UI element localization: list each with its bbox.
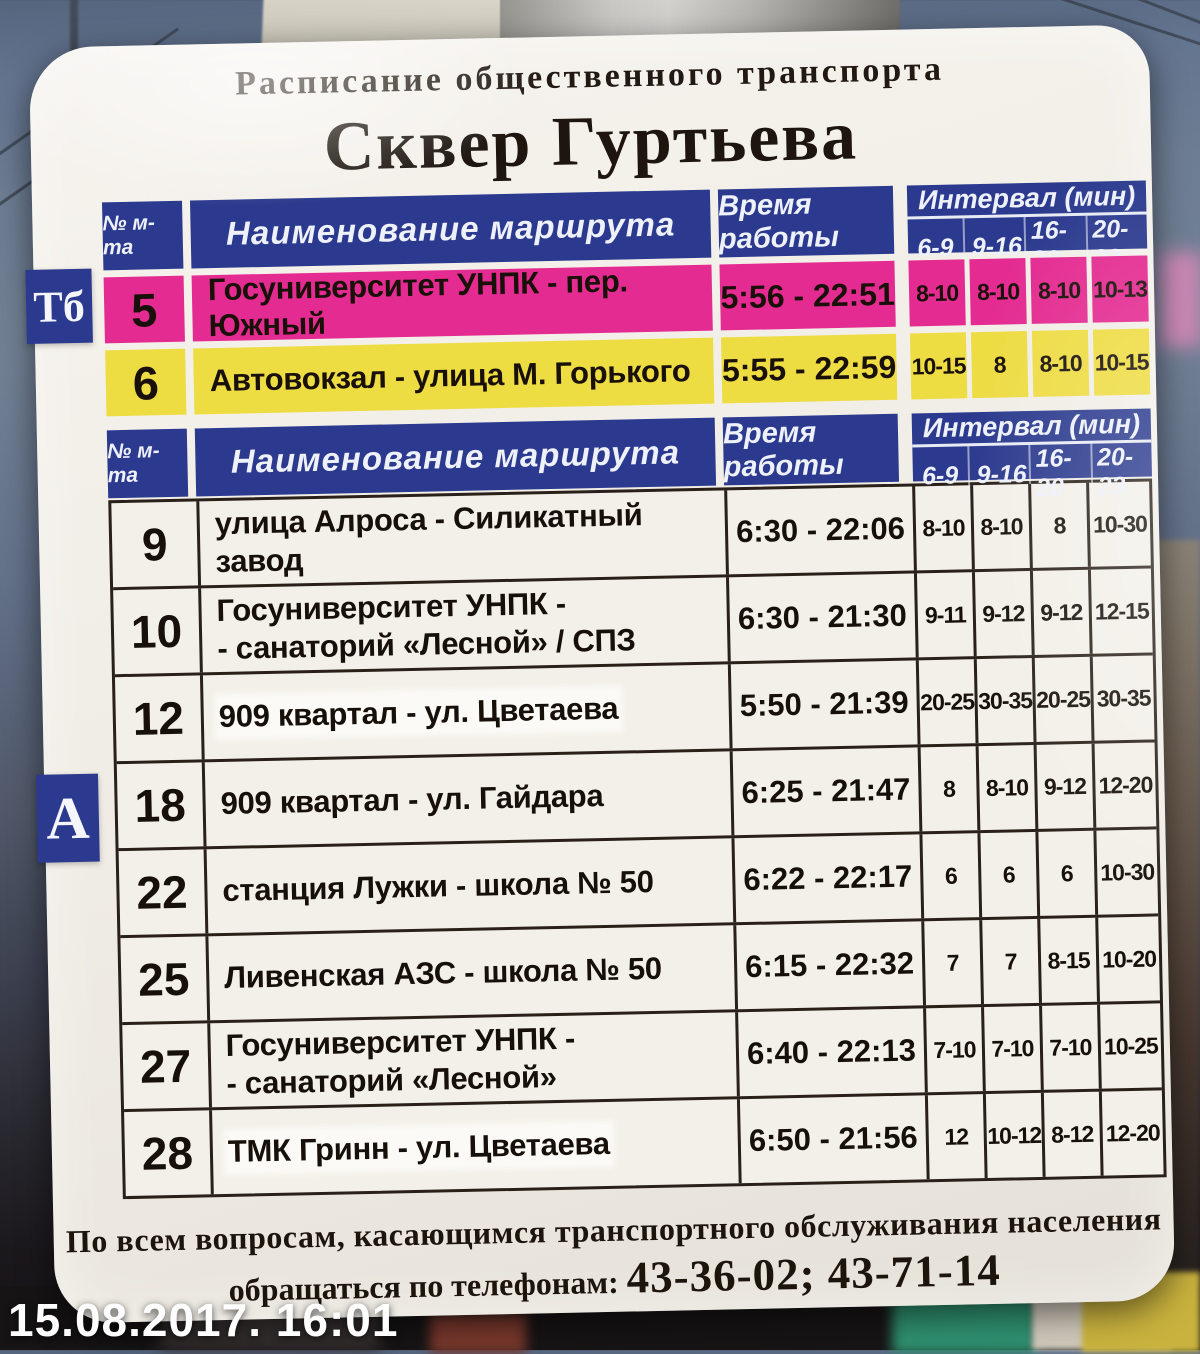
interval-cell: 6	[980, 831, 1041, 918]
route-number: 5	[103, 275, 185, 344]
route-name: Ливенская АЗС - школа № 50	[208, 925, 739, 1021]
col-header-hours: Время работы	[717, 185, 895, 258]
route-name: улица Алроса - Силикатный завод	[199, 490, 729, 586]
route-number: 10	[113, 588, 203, 675]
interval-cell: 7	[982, 918, 1042, 1005]
interval-cell: 7-10	[984, 1005, 1044, 1092]
interval-cell: 20-25	[1034, 656, 1095, 742]
trolleybus-table: № м-та Наименование маршрута Время работ…	[102, 180, 1151, 417]
route-number: 25	[120, 936, 211, 1023]
route-number: 12	[114, 675, 205, 762]
route-number: 22	[118, 849, 209, 936]
table-header: № м-та Наименование маршрута Время работ…	[102, 180, 1148, 278]
interval-cell: 30-35	[1096, 684, 1151, 712]
col-header-hours: Время работы	[722, 413, 900, 486]
interval-cell: 8-10	[969, 258, 1027, 326]
interval-cell: 8	[970, 331, 1029, 399]
interval-cell: 8-12	[1043, 1091, 1104, 1177]
route-number: 27	[122, 1023, 212, 1110]
route-name: Госуниверситет УНПК - пер. Южный	[191, 263, 713, 343]
interval-cell: 8	[920, 746, 981, 832]
interval-cell: 8-10	[1031, 329, 1090, 397]
bus-table-body: 9 улица Алроса - Силикатный завод 6:30 -…	[108, 478, 1167, 1200]
route-name: Госуниверситет УНПК -- санаторий «Лесной…	[201, 577, 731, 673]
interval-cell: 9-12	[1036, 743, 1097, 829]
route-name: Автовокзал - улица М. Горького	[193, 337, 715, 415]
interval-cell: 7	[924, 920, 984, 1006]
interval-cell: 8	[1031, 482, 1091, 568]
route-number: 28	[124, 1110, 214, 1197]
background-blur	[1160, 252, 1200, 347]
interval-cell: 10-13	[1091, 255, 1149, 323]
col-header-interval: Интервал (мин) 6-9 9-16 16-20 20-23	[911, 408, 1152, 506]
route-hours: 6:30 - 22:06	[727, 486, 917, 575]
interval-cell: 10-30	[1100, 857, 1155, 886]
route-name: 909 квартал - ул. Гайдара	[204, 751, 735, 847]
route-row-5: 5 Госуниверситет УНПК - пер. Южный 5:56 …	[103, 255, 1149, 344]
col-header-number: № м-та	[102, 200, 184, 271]
interval-cell: 10-15	[909, 332, 968, 400]
interval-cell: 6	[922, 833, 983, 919]
trolleybus-badge: Тб	[25, 268, 93, 344]
bus-badge: А	[35, 773, 100, 863]
interval-cell: 8-10	[973, 483, 1033, 570]
route-name: станция Лужки - школа № 50	[206, 838, 737, 934]
interval-cell: 7-10	[1042, 1004, 1102, 1090]
interval-cell: 12-15	[1094, 597, 1149, 625]
interval-cell: 10-15	[1092, 328, 1151, 396]
interval-cell: 12-20	[1098, 771, 1153, 799]
interval-cell: 7-10	[926, 1007, 986, 1093]
interval-cell: 9-12	[1032, 569, 1093, 655]
interval-cell: 12-20	[1105, 1118, 1160, 1147]
col-header-interval: Интервал (мин) 6-9 9-16 16-20 20-23	[906, 180, 1148, 278]
footer-phone-numbers: 43-36-02; 43-71-14	[626, 1244, 1002, 1303]
interval-cell: 12	[927, 1094, 988, 1180]
col-header-number: № м-та	[106, 428, 189, 499]
route-number: 9	[111, 501, 202, 588]
route-hours: 6:40 - 22:13	[738, 1008, 928, 1097]
interval-cell: 20-25	[918, 659, 979, 745]
route-number: 6	[105, 348, 187, 417]
background-blur	[430, 1314, 526, 1354]
route-name: Госуниверситет УНПК -- санаторий «Лесной…	[210, 1012, 740, 1108]
interval-cell: 8-10	[978, 744, 1039, 831]
route-hours: 5:56 - 22:51	[719, 260, 896, 331]
stop-name-title: Сквер Гуртьева	[322, 97, 859, 186]
interval-cell: 10-30	[1092, 510, 1148, 538]
route-hours: 6:22 - 22:17	[734, 834, 925, 923]
interval-title: Интервал (мин)	[911, 408, 1152, 448]
route-hours: 5:55 - 22:59	[720, 333, 898, 404]
interval-cell: 8-10	[915, 485, 975, 571]
interval-cell: 30-35	[976, 657, 1037, 744]
route-hours: 6:50 - 21:56	[739, 1095, 930, 1184]
route-name: ТМК Гринн - ул. Цветаева	[212, 1099, 742, 1195]
background-blur	[892, 1296, 1037, 1354]
route-hours: 6:15 - 22:32	[736, 921, 927, 1010]
interval-cell: 10-20	[1101, 944, 1157, 973]
route-hours: 6:30 - 21:30	[729, 573, 919, 662]
interval-title: Интервал (мин)	[906, 180, 1147, 220]
bus-table: № м-та Наименование маршрута Время работ…	[106, 408, 1167, 1200]
route-number: 18	[116, 762, 207, 849]
col-header-route-name: Наименование маршрута	[189, 189, 712, 269]
route-hours: 6:25 - 21:47	[732, 747, 923, 836]
interval-cell: 6	[1038, 830, 1099, 916]
background-pole	[70, 0, 78, 58]
interval-cell: 10-12	[985, 1092, 1046, 1179]
route-hours: 5:50 - 21:39	[730, 660, 921, 749]
schedule-sign: Расписание общественного транспорта Скве…	[25, 24, 1176, 1324]
interval-cell: 9-12	[974, 570, 1035, 657]
interval-cell: 9-11	[916, 572, 977, 658]
photo-timestamp: 15.08.2017. 16:01	[8, 1294, 399, 1346]
interval-cell: 8-10	[908, 259, 966, 327]
interval-cell: 10-25	[1103, 1031, 1159, 1060]
interval-cell: 8-15	[1040, 917, 1100, 1003]
interval-cell: 8-10	[1030, 256, 1088, 324]
route-name: 909 квартал - ул. Цветаева	[202, 664, 733, 760]
col-header-route-name: Наименование маршрута	[194, 417, 717, 497]
